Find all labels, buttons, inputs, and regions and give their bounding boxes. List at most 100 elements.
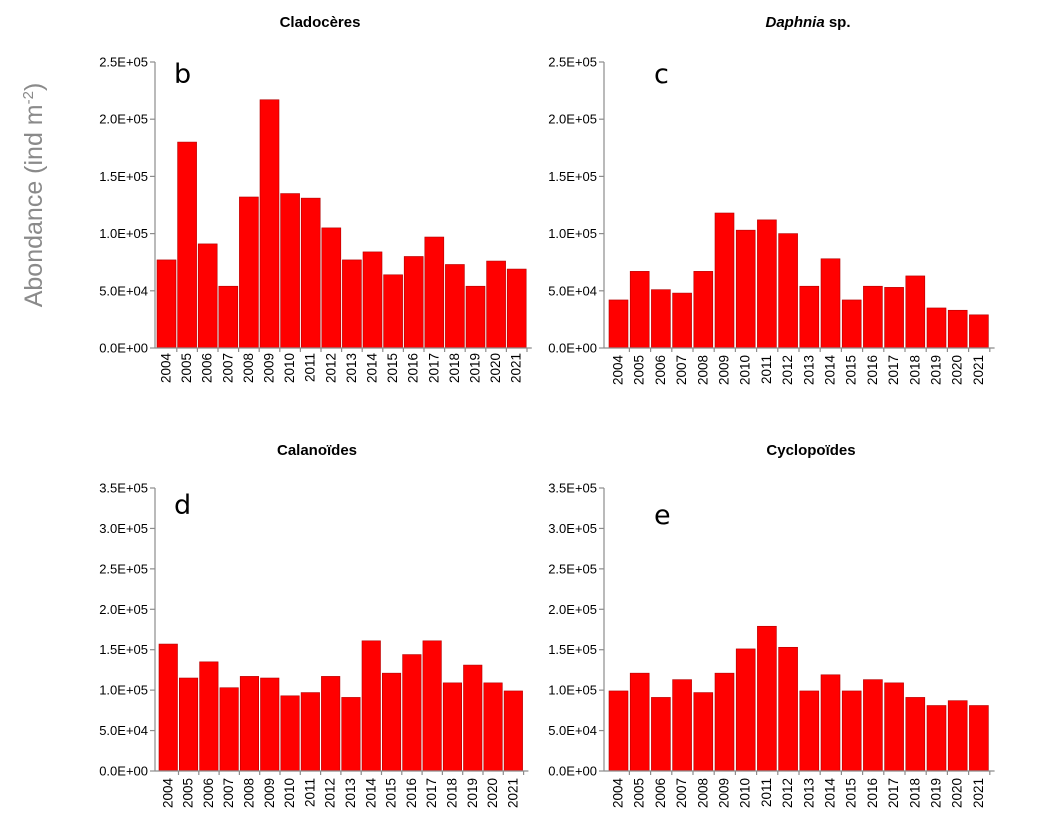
panel-c: 0.0E+00 5.0E+04 1.0E+05 1.5E+05 2.0E+05 2.5E+…: [548, 14, 995, 386]
bar-2021: [503, 690, 523, 772]
x-tick-label: 2015: [384, 778, 399, 808]
x-tick-label: 2021: [971, 778, 986, 808]
panel-title: Cladocères: [280, 14, 361, 31]
x-tick-label: 2006: [653, 355, 668, 385]
x-tick-label: 2021: [509, 353, 524, 383]
y-tick-label: 2.0E+05: [99, 602, 148, 617]
bar-2021: [969, 314, 989, 349]
x-tick-label: 2017: [426, 353, 441, 383]
x-tick-label: 2020: [950, 355, 965, 385]
bar-2014: [362, 251, 383, 349]
x-tick-label: 2015: [844, 778, 859, 808]
bar-2008: [693, 271, 714, 349]
x-tick-label: 2012: [780, 355, 795, 385]
bar-2008: [239, 676, 259, 772]
x-tick-label: 2011: [759, 355, 774, 384]
y-axis-label-superscript: -2: [20, 91, 37, 104]
y-tick-label: 1.5E+05: [548, 642, 597, 657]
y-tick-label: 5.0E+04: [99, 283, 148, 298]
bar-2014: [820, 258, 841, 349]
x-tick-label: 2004: [160, 778, 175, 809]
x-tick-label: 2007: [221, 778, 236, 808]
bar-2020: [947, 700, 968, 772]
panel-title: Daphnia sp.: [765, 14, 850, 31]
bar-2009: [260, 677, 280, 772]
bar-2020: [486, 260, 506, 349]
x-tick-label: 2009: [262, 778, 277, 808]
x-tick-label: 2011: [303, 353, 318, 382]
bar-2018: [905, 275, 926, 349]
x-tick-label: 2018: [444, 778, 459, 808]
panel-b: 0.0E+00 5.0E+04 1.0E+05 1.5E+05 2.0E+05 2.5E+…: [99, 14, 532, 383]
bar-2012: [321, 676, 341, 772]
y-axis-label-end: ): [20, 83, 48, 91]
bar-2021: [506, 268, 527, 349]
bar-2019: [465, 285, 486, 349]
panel-d: 0.0E+00 5.0E+04 1.0E+05 1.5E+05 2.0E+05 2.5E+…: [99, 442, 529, 809]
x-tick-label: 2013: [343, 778, 358, 808]
y-tick-label: 5.0E+04: [548, 283, 597, 298]
bar-2017: [884, 682, 904, 772]
bar-2004: [156, 259, 177, 349]
x-tick-label: 2006: [653, 778, 668, 808]
x-tick-label: 2019: [929, 355, 944, 385]
x-tick-label: 2015: [385, 353, 400, 383]
x-tick-label: 2010: [282, 353, 297, 383]
bar-2018: [442, 682, 463, 772]
y-tick-label: 2.5E+05: [548, 55, 597, 70]
bar-2006: [197, 243, 218, 349]
panel-letter: c: [654, 59, 669, 90]
x-tick-label: 2014: [823, 778, 838, 809]
x-tick-label: 2014: [365, 353, 380, 384]
x-tick-label: 2019: [468, 353, 483, 383]
x-tick-label: 2021: [971, 355, 986, 385]
bar-2013: [341, 697, 361, 772]
bar-2013: [799, 690, 820, 772]
bar-2013: [342, 259, 362, 349]
bar-2007: [672, 292, 692, 349]
x-tick-label: 2011: [302, 778, 317, 807]
y-tick-label: 1.0E+05: [548, 226, 597, 241]
bar-2016: [403, 256, 424, 349]
x-tick-label: 2017: [424, 778, 439, 808]
y-tick-label: 5.0E+04: [99, 723, 148, 738]
bar-2016: [402, 654, 422, 772]
panel-title-rest: sp.: [825, 14, 851, 31]
x-tick-label: 2009: [262, 353, 277, 383]
panel-title: Cyclopoïdes: [766, 442, 855, 459]
y-tick-label: 2.5E+05: [99, 561, 148, 576]
bar-2010: [735, 229, 756, 349]
bar-2007: [219, 687, 239, 772]
y-tick-label: 5.0E+04: [548, 723, 597, 738]
x-tick-label: 2007: [674, 778, 689, 808]
x-tick-label: 2004: [611, 355, 626, 386]
bar-2007: [672, 679, 692, 772]
x-tick-label: 2004: [611, 778, 626, 809]
panel-e: 0.0E+00 5.0E+04 1.0E+05 1.5E+05 2.0E+05 2.5E+…: [548, 442, 995, 809]
y-tick-label: 3.5E+05: [99, 481, 148, 496]
y-tick-label: 2.0E+05: [548, 602, 597, 617]
bar-2015: [383, 274, 403, 349]
bar-2020: [947, 309, 968, 349]
bar-2007: [218, 285, 239, 349]
panel-title-text: Cyclopoïdes: [766, 442, 855, 459]
x-tick-label: 2018: [907, 355, 922, 385]
x-tick-label: 2007: [674, 355, 689, 385]
x-tick-label: 2018: [447, 353, 462, 383]
bar-2004: [608, 299, 629, 349]
x-tick-label: 2008: [241, 778, 256, 808]
y-tick-label: 1.0E+05: [99, 683, 148, 698]
bar-2005: [177, 141, 197, 349]
bar-2010: [735, 648, 756, 772]
bar-2012: [778, 646, 798, 772]
bar-2014: [361, 640, 381, 772]
x-tick-label: 2007: [220, 353, 235, 383]
bar-2009: [714, 672, 735, 772]
y-tick-label: 3.0E+05: [99, 521, 148, 536]
x-tick-label: 2018: [907, 778, 922, 808]
x-tick-label: 2009: [717, 355, 732, 385]
x-tick-label: 2020: [485, 778, 500, 808]
bar-2004: [608, 690, 629, 772]
y-tick-label: 2.5E+05: [99, 55, 148, 70]
bar-2016: [863, 679, 883, 772]
